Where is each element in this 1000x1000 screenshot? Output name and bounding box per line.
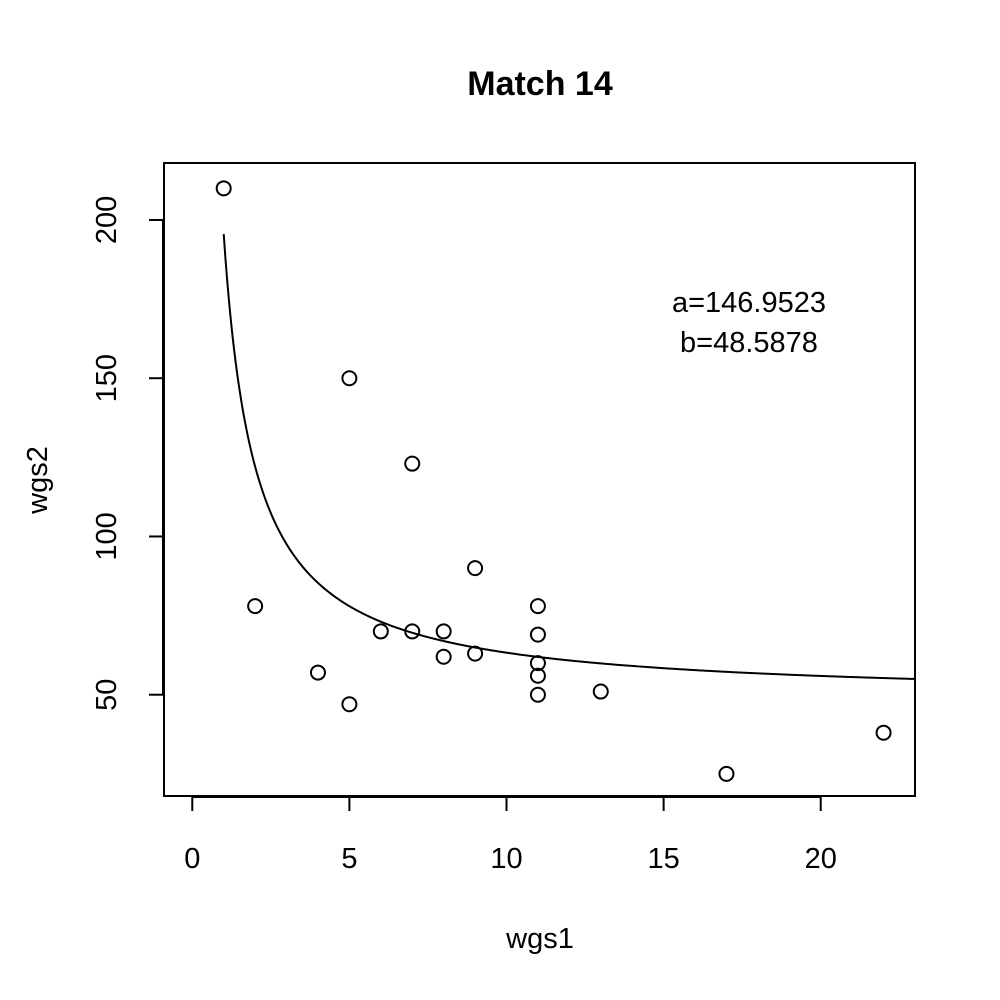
data-point xyxy=(372,623,389,640)
data-point xyxy=(215,180,232,197)
x-tick-label: 20 xyxy=(805,843,837,875)
data-point xyxy=(529,686,546,703)
fit-curve xyxy=(222,234,916,680)
data-point xyxy=(341,696,358,713)
data-point xyxy=(718,765,735,782)
data-point xyxy=(467,560,484,577)
annotation-b: b=48.5878 xyxy=(680,327,818,359)
data-point xyxy=(435,648,452,665)
x-axis-label: wgs1 xyxy=(505,923,574,955)
data-point xyxy=(529,598,546,615)
annotation-a: a=146.9523 xyxy=(672,287,826,319)
x-axis: 0 5 10 15 20 xyxy=(184,796,837,875)
data-point xyxy=(592,683,609,700)
y-tick-label: 200 xyxy=(91,196,123,244)
x-tick-label: 5 xyxy=(341,843,357,875)
data-point xyxy=(875,724,892,741)
data-point xyxy=(435,623,452,640)
data-point xyxy=(404,623,421,640)
y-tick-label: 150 xyxy=(91,354,123,402)
data-point xyxy=(341,370,358,387)
x-tick-label: 0 xyxy=(184,843,200,875)
data-point xyxy=(467,645,484,662)
chart-title: Match 14 xyxy=(467,65,613,103)
y-tick-label: 50 xyxy=(91,679,123,711)
y-tick-label: 100 xyxy=(91,512,123,560)
y-axis: 50 100 150 200 xyxy=(91,196,164,711)
x-tick-label: 15 xyxy=(647,843,679,875)
y-axis-label: wgs2 xyxy=(22,446,54,515)
data-point xyxy=(529,655,546,672)
data-point xyxy=(309,664,326,681)
data-point xyxy=(529,667,546,684)
data-point xyxy=(247,598,264,615)
data-point xyxy=(529,626,546,643)
data-point xyxy=(404,455,421,472)
data-points xyxy=(215,180,892,782)
x-tick-label: 10 xyxy=(490,843,522,875)
